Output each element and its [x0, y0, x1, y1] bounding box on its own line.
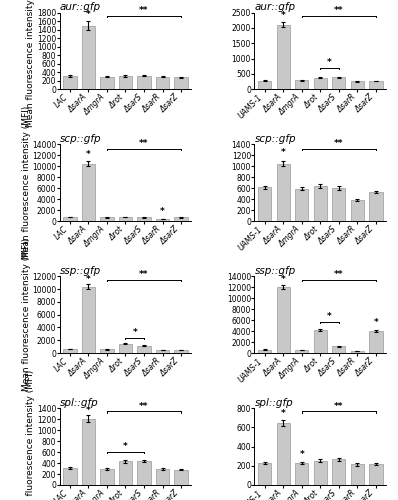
Bar — [314, 460, 327, 485]
Text: **: ** — [334, 139, 343, 148]
Bar — [369, 331, 382, 353]
Bar — [82, 164, 95, 221]
Bar — [119, 462, 132, 485]
Text: scp::gfp: scp::gfp — [254, 134, 296, 143]
Bar — [82, 286, 95, 353]
Text: spl::gfp: spl::gfp — [254, 398, 293, 407]
Bar — [314, 186, 327, 221]
Bar — [314, 78, 327, 89]
Text: ssp::gfp: ssp::gfp — [60, 266, 101, 276]
Text: *: * — [373, 318, 378, 328]
Text: **: ** — [139, 270, 149, 279]
Text: aur::gfp: aur::gfp — [60, 2, 101, 12]
Bar — [174, 350, 188, 353]
Text: ssp::gfp: ssp::gfp — [254, 266, 296, 276]
Text: *: * — [281, 11, 286, 20]
Bar — [277, 288, 290, 353]
Bar — [63, 76, 76, 89]
Bar — [258, 187, 271, 221]
Bar — [156, 218, 169, 221]
Bar — [351, 464, 364, 485]
Bar — [295, 350, 308, 353]
Y-axis label: Mean fluorescence intensity (MFI): Mean fluorescence intensity (MFI) — [21, 106, 31, 260]
Bar — [174, 218, 188, 221]
Text: **: ** — [139, 6, 149, 16]
Bar — [258, 350, 271, 353]
Bar — [332, 78, 345, 89]
Bar — [82, 26, 95, 89]
Text: *: * — [281, 275, 286, 284]
Bar — [332, 188, 345, 221]
Bar — [100, 350, 114, 353]
Bar — [174, 77, 188, 89]
Bar — [258, 80, 271, 89]
Text: *: * — [86, 274, 91, 283]
Bar — [277, 25, 290, 89]
Text: *: * — [86, 10, 91, 18]
Text: *: * — [281, 148, 286, 156]
Bar — [82, 418, 95, 485]
Bar — [351, 82, 364, 89]
Text: *: * — [133, 328, 137, 338]
Bar — [156, 469, 169, 485]
Bar — [63, 217, 76, 221]
Bar — [295, 189, 308, 221]
Bar — [156, 77, 169, 89]
Bar — [351, 200, 364, 221]
Text: *: * — [86, 406, 91, 415]
Y-axis label: Mean fluorescence intensity (MFI): Mean fluorescence intensity (MFI) — [21, 238, 31, 392]
Bar — [137, 461, 151, 485]
Bar — [100, 76, 114, 89]
Y-axis label: Mean fluorescence intensity (MFI): Mean fluorescence intensity (MFI) — [26, 0, 35, 128]
Bar — [137, 218, 151, 221]
Bar — [351, 350, 364, 353]
Text: aur::gfp: aur::gfp — [254, 2, 296, 12]
Text: *: * — [123, 442, 128, 451]
Bar — [119, 344, 132, 353]
Bar — [156, 350, 169, 353]
Bar — [119, 217, 132, 221]
Bar — [119, 76, 132, 89]
Y-axis label: Mean fluorescence intensity (MFI): Mean fluorescence intensity (MFI) — [26, 370, 35, 500]
Bar — [100, 218, 114, 221]
Text: **: ** — [139, 402, 149, 410]
Bar — [295, 80, 308, 89]
Bar — [332, 459, 345, 485]
Bar — [332, 346, 345, 353]
Text: *: * — [160, 206, 165, 216]
Text: **: ** — [334, 270, 343, 279]
Bar — [63, 349, 76, 353]
Bar — [137, 346, 151, 353]
Text: *: * — [299, 450, 304, 459]
Text: **: ** — [139, 139, 149, 148]
Text: *: * — [327, 58, 332, 67]
Bar — [314, 330, 327, 353]
Text: spl::gfp: spl::gfp — [60, 398, 98, 407]
Bar — [369, 192, 382, 221]
Bar — [277, 422, 290, 485]
Bar — [174, 470, 188, 485]
Bar — [258, 463, 271, 485]
Bar — [369, 81, 382, 89]
Bar — [277, 164, 290, 221]
Text: **: ** — [334, 402, 343, 410]
Text: *: * — [281, 409, 286, 418]
Text: *: * — [86, 150, 91, 159]
Bar — [100, 469, 114, 485]
Bar — [137, 76, 151, 89]
Bar — [63, 468, 76, 485]
Bar — [295, 463, 308, 485]
Text: *: * — [327, 312, 332, 321]
Bar — [369, 464, 382, 485]
Text: **: ** — [334, 6, 343, 15]
Text: scp::gfp: scp::gfp — [60, 134, 101, 143]
